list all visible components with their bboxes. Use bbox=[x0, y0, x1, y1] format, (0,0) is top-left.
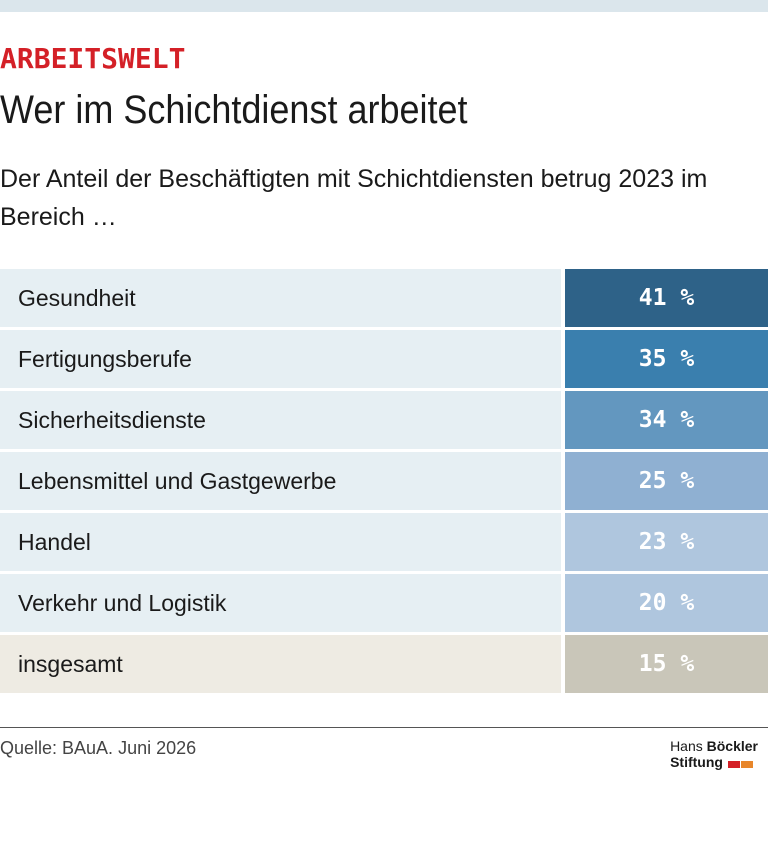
row-value: 41 % bbox=[565, 269, 768, 327]
logo-text: Hans bbox=[670, 738, 703, 754]
row-label: Handel bbox=[0, 513, 561, 571]
kicker: ARBEITSWELT bbox=[0, 42, 186, 75]
table-row: Sicherheitsdienste 34 % bbox=[0, 391, 768, 449]
row-label: Verkehr und Logistik bbox=[0, 574, 561, 632]
logo-text: Böckler bbox=[706, 738, 758, 754]
source: Quelle: BAuA. Juni 2026 bbox=[0, 738, 197, 758]
row-label: Sicherheitsdienste bbox=[0, 391, 561, 449]
row-value: 35 % bbox=[565, 330, 768, 388]
logo: Hans Böckler Stiftung bbox=[670, 738, 758, 771]
subtitle: Der Anteil der Beschäftigten mit Schicht… bbox=[0, 165, 708, 231]
row-label: Fertigungsberufe bbox=[0, 330, 561, 388]
rule bbox=[0, 727, 768, 728]
row-label: insgesamt bbox=[0, 635, 561, 693]
table-row: insgesamt 15 % bbox=[0, 635, 768, 693]
table-row: Fertigungsberufe 35 % bbox=[0, 330, 768, 388]
table: Gesundheit 41 % Fertigungsberufe 35 % Sicher… bbox=[0, 269, 768, 696]
row-value: 23 % bbox=[565, 513, 768, 571]
table-row: Gesundheit 41 % bbox=[0, 269, 768, 327]
top-bar bbox=[0, 0, 768, 12]
row-value: 34 % bbox=[565, 391, 768, 449]
row-value: 20 % bbox=[565, 574, 768, 632]
table-row: Lebensmittel und Gastgewerbe 25 % bbox=[0, 452, 768, 510]
row-label: Lebensmittel und Gastgewerbe bbox=[0, 452, 561, 510]
row-label: Gesundheit bbox=[0, 269, 561, 327]
logo-marks bbox=[727, 755, 753, 771]
table-row: Verkehr und Logistik 20 % bbox=[0, 574, 768, 632]
row-value: 15 % bbox=[565, 635, 768, 693]
title: Wer im Schichtdienst arbeitet bbox=[0, 88, 468, 132]
table-row: Handel 23 % bbox=[0, 513, 768, 571]
logo-line: Stiftung bbox=[670, 754, 758, 771]
row-value: 25 % bbox=[565, 452, 768, 510]
logo-text: Stiftung bbox=[670, 754, 723, 770]
logo-line: Hans Böckler bbox=[670, 738, 758, 754]
